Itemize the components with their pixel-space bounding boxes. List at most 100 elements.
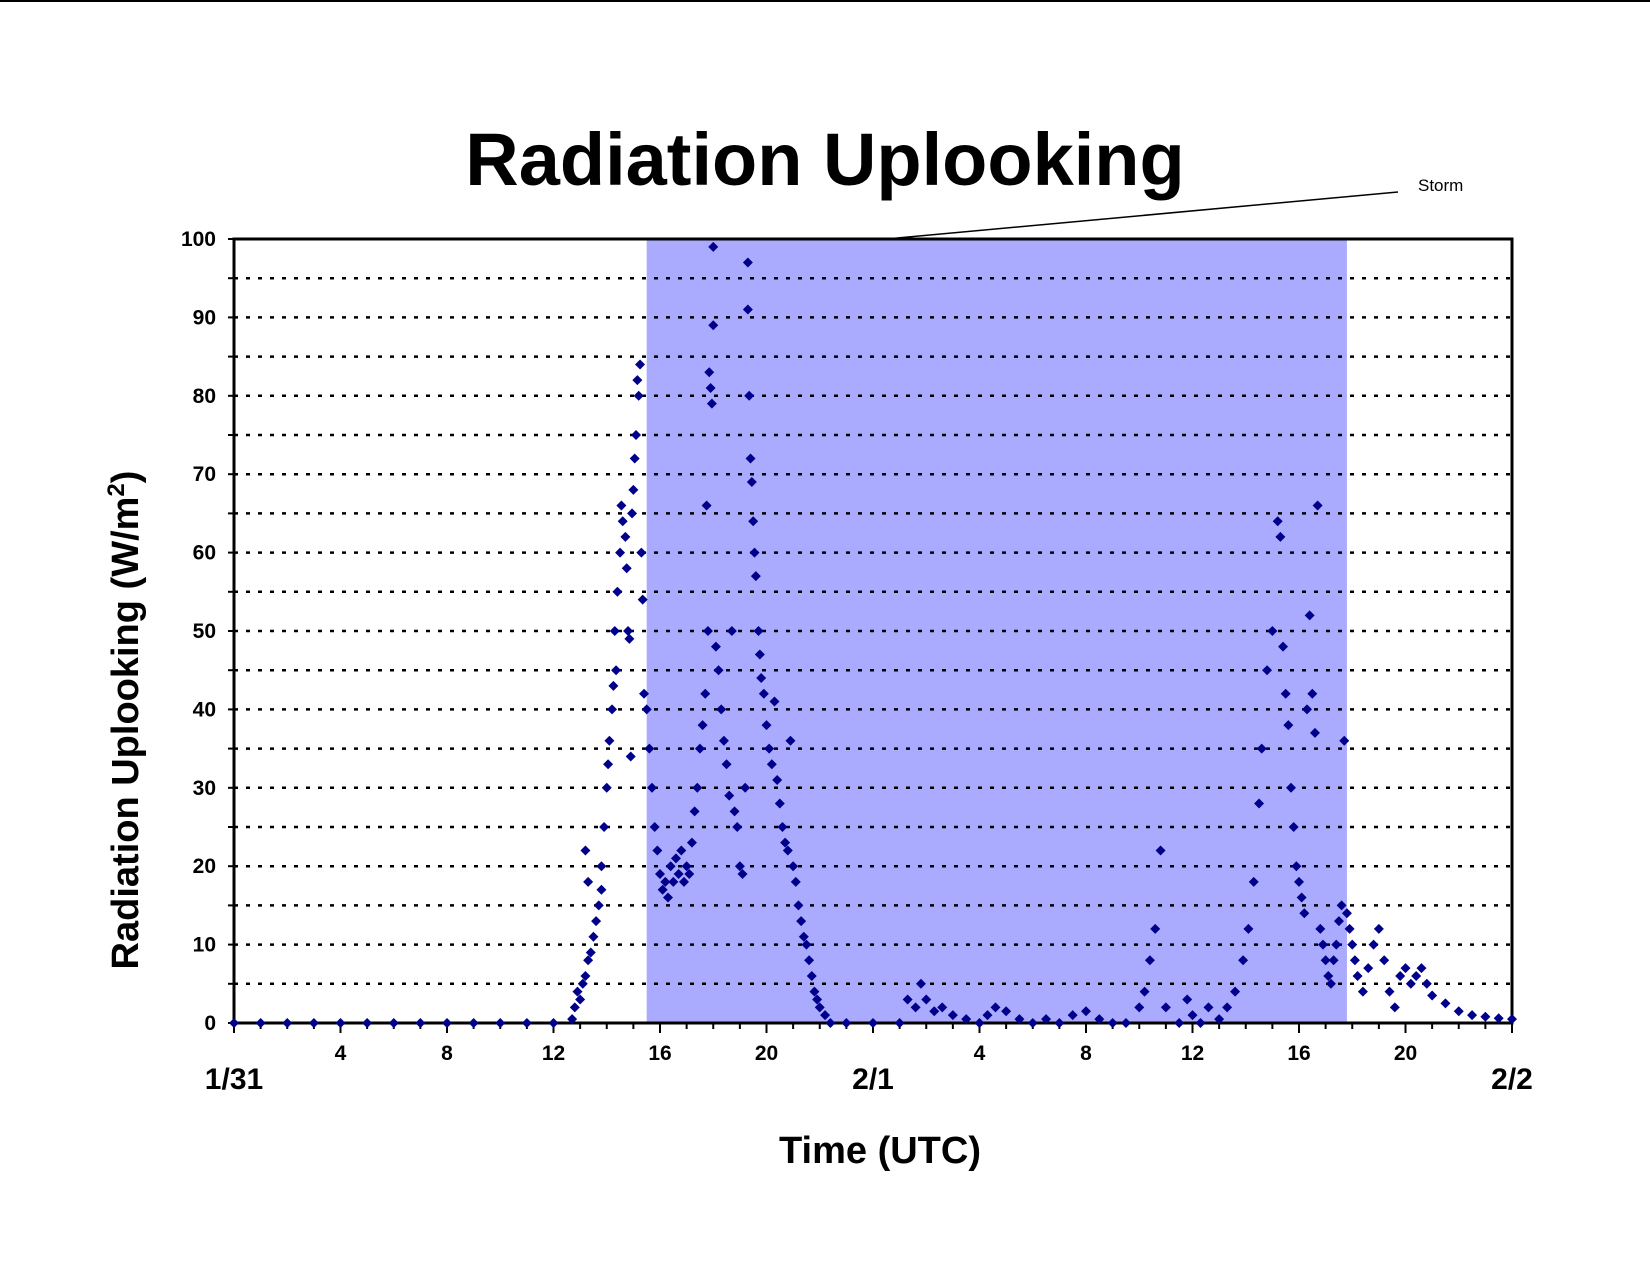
data-point: [716, 704, 727, 715]
data-point: [609, 626, 620, 636]
data-point: [1144, 955, 1155, 966]
data-point: [801, 939, 812, 950]
data-point: [627, 508, 638, 519]
data-point: [1405, 978, 1416, 989]
data-point: [1256, 743, 1267, 754]
data-point: [1357, 986, 1368, 997]
data-point: [1368, 939, 1379, 950]
data-point: [798, 931, 809, 942]
data-point: [596, 861, 607, 872]
data-point: [788, 861, 799, 872]
data-point: [1286, 782, 1297, 793]
data-point: [1323, 970, 1334, 981]
data-point: [1094, 1014, 1105, 1025]
data-point: [1027, 1018, 1038, 1028]
data-point: [415, 1018, 426, 1028]
x-tick-label: 16: [1287, 1042, 1310, 1065]
data-point: [894, 1018, 905, 1028]
data-point: [705, 382, 716, 393]
data-point: [335, 1018, 346, 1028]
x-tick-label: 20: [755, 1042, 778, 1065]
data-point: [753, 626, 764, 636]
data-point: [1331, 939, 1342, 950]
x-tick-label: 8: [1080, 1042, 1092, 1065]
data-point: [1254, 798, 1265, 809]
x-tick-label: 4: [335, 1042, 347, 1065]
data-point: [468, 1018, 479, 1028]
data-point: [495, 1018, 506, 1028]
data-point: [772, 774, 783, 785]
data-point: [673, 869, 684, 880]
data-point: [593, 900, 604, 911]
data-point: [567, 1014, 578, 1025]
data-point: [793, 900, 804, 911]
data-point: [617, 516, 628, 527]
data-point: [569, 1002, 580, 1013]
data-point: [1347, 939, 1358, 950]
data-point: [982, 1010, 993, 1021]
data-point: [740, 782, 751, 793]
data-point: [1120, 1018, 1131, 1028]
data-point: [575, 994, 586, 1005]
data-point: [766, 759, 777, 770]
data-point: [1243, 923, 1254, 934]
data-point: [708, 241, 719, 252]
y-tick-label: 20: [193, 855, 216, 878]
data-point: [670, 853, 681, 864]
data-point: [580, 845, 591, 856]
data-point: [633, 390, 644, 401]
data-point: [647, 782, 658, 793]
data-point: [1333, 916, 1344, 927]
data-point: [631, 430, 642, 440]
data-point: [809, 986, 820, 997]
y-axis-title: Radiation Uplooking (W/m2): [103, 471, 147, 970]
data-point: [921, 994, 932, 1005]
data-point: [713, 665, 724, 676]
data-point: [611, 665, 622, 676]
data-point: [708, 320, 719, 331]
data-point: [644, 743, 655, 754]
data-point: [1341, 908, 1352, 919]
data-point: [601, 782, 612, 793]
data-point: [1195, 1018, 1206, 1028]
data-point: [758, 688, 769, 699]
data-point: [1339, 735, 1350, 746]
data-point: [662, 892, 673, 903]
data-point: [655, 869, 665, 880]
data-point: [806, 970, 817, 981]
data-point: [820, 1010, 831, 1021]
data-point: [929, 1006, 940, 1017]
x-tick-label: 20: [1394, 1042, 1417, 1065]
data-point: [521, 1018, 532, 1028]
data-point: [902, 994, 913, 1005]
data-point: [868, 1018, 878, 1028]
data-point: [790, 876, 801, 887]
data-point: [750, 571, 761, 582]
data-point: [621, 563, 632, 574]
data-point: [649, 822, 660, 832]
data-point: [1296, 892, 1307, 903]
data-point: [1222, 1002, 1233, 1013]
x-tick-label: 4: [974, 1042, 986, 1065]
y-tick-label: 90: [193, 306, 216, 329]
data-point: [612, 586, 623, 597]
data-point: [1344, 923, 1355, 934]
data-point: [729, 806, 740, 817]
data-point: [1054, 1018, 1065, 1028]
data-point: [746, 477, 757, 488]
y-tick-label: 0: [204, 1012, 216, 1035]
data-point: [1203, 1002, 1214, 1013]
data-point: [700, 688, 711, 699]
data-point: [1272, 516, 1283, 527]
data-point: [637, 594, 648, 605]
data-point: [580, 970, 591, 981]
data-point: [607, 704, 618, 715]
data-point: [636, 547, 647, 558]
data-point: [1238, 955, 1249, 966]
data-point: [629, 453, 640, 464]
data-point: [577, 978, 588, 989]
data-point: [657, 884, 668, 895]
data-point: [761, 720, 772, 731]
data-point: [1328, 955, 1339, 966]
data-point: [814, 1002, 825, 1013]
